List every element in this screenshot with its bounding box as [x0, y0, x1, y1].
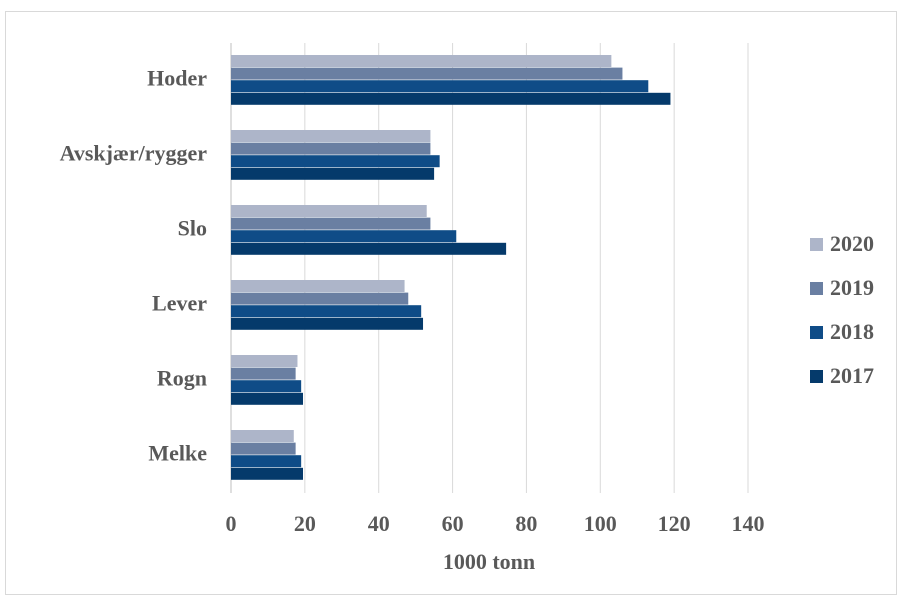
x-tick-label: 60 — [442, 511, 464, 536]
bar-2017-slo — [231, 242, 507, 255]
bar-2017-avskj-r-rygger — [231, 167, 435, 180]
bar-2018-slo — [231, 230, 457, 243]
bar-2018-rogn — [231, 380, 302, 393]
legend-label-2019: 2019 — [830, 275, 874, 300]
x-tick-label: 20 — [294, 511, 316, 536]
x-tick-label: 120 — [658, 511, 691, 536]
category-label: Avskjær/rygger — [60, 141, 208, 166]
bars — [231, 55, 671, 480]
x-tick-label: 100 — [584, 511, 617, 536]
bar-2019-avskj-r-rygger — [231, 142, 431, 155]
category-label: Rogn — [157, 366, 207, 391]
bar-2019-hoder — [231, 67, 623, 80]
bar-2019-melke — [231, 442, 296, 455]
bar-2017-hoder — [231, 92, 671, 105]
legend-swatch-2018 — [810, 326, 823, 339]
bar-2019-rogn — [231, 367, 296, 380]
category-label: Lever — [152, 291, 207, 316]
bar-2020-hoder — [231, 55, 612, 67]
category-label: Hoder — [147, 66, 207, 91]
bar-2020-avskj-r-rygger — [231, 130, 431, 142]
legend-swatch-2020 — [810, 238, 823, 251]
gridlines — [230, 43, 749, 493]
bar-2017-rogn — [231, 392, 304, 405]
bar-2018-melke — [231, 455, 302, 468]
category-label: Melke — [148, 441, 207, 466]
x-tick-label: 80 — [515, 511, 537, 536]
x-axis-title: 1000 tonn — [443, 549, 535, 574]
legend: 2020 2019 2018 2017 — [810, 231, 874, 388]
legend-label-2020: 2020 — [830, 231, 874, 256]
bar-2018-avskj-r-rygger — [231, 155, 440, 168]
bar-2018-lever — [231, 305, 422, 318]
x-tick-label: 140 — [732, 511, 765, 536]
legend-swatch-2019 — [810, 282, 823, 295]
bar-2019-lever — [231, 292, 409, 305]
bar-2017-lever — [231, 317, 424, 330]
x-tick-label: 0 — [226, 511, 237, 536]
bar-2019-slo — [231, 217, 431, 230]
x-tick-label: 40 — [368, 511, 390, 536]
legend-label-2018: 2018 — [830, 319, 874, 344]
category-label: Slo — [178, 216, 207, 241]
x-tick-labels: 0 20 40 60 80 100 120 140 — [226, 511, 765, 536]
bar-2017-melke — [231, 467, 304, 480]
category-labels: Hoder Avskjær/rygger Slo Lever Rogn Melke — [60, 66, 208, 466]
bar-2020-slo — [231, 205, 427, 217]
bar-2018-hoder — [231, 80, 649, 93]
legend-swatch-2017 — [810, 370, 823, 383]
bar-2020-melke — [231, 430, 294, 442]
legend-label-2017: 2017 — [830, 363, 874, 388]
bar-2020-lever — [231, 280, 405, 292]
bar-2020-rogn — [231, 355, 298, 367]
